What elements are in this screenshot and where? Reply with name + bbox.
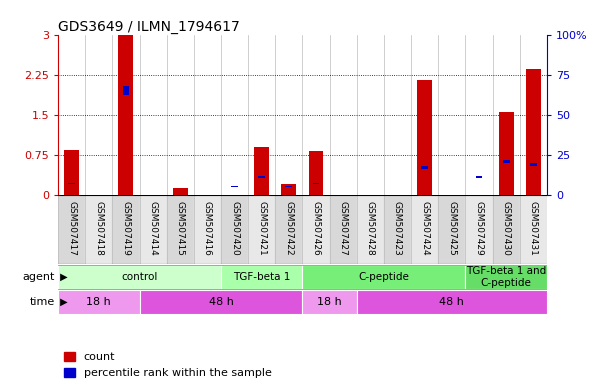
Bar: [357, 195, 384, 264]
Bar: [466, 265, 547, 289]
Bar: [526, 70, 541, 195]
Bar: [248, 195, 276, 264]
Bar: [276, 195, 302, 264]
Bar: [503, 160, 510, 163]
Bar: [64, 150, 79, 195]
Legend: count, percentile rank within the sample: count, percentile rank within the sample: [64, 352, 271, 379]
Text: TGF-beta 1: TGF-beta 1: [233, 272, 290, 282]
Text: GSM507418: GSM507418: [94, 201, 103, 256]
Text: GSM507426: GSM507426: [312, 201, 321, 256]
Bar: [329, 195, 357, 264]
Bar: [58, 195, 85, 264]
Bar: [139, 290, 302, 314]
Bar: [302, 265, 466, 289]
Text: GSM507428: GSM507428: [366, 201, 375, 256]
Bar: [139, 195, 167, 264]
Bar: [309, 151, 323, 195]
Text: GSM507424: GSM507424: [420, 201, 429, 255]
Text: GSM507415: GSM507415: [176, 201, 185, 256]
Text: GSM507420: GSM507420: [230, 201, 239, 256]
Bar: [221, 195, 248, 264]
Text: GSM507427: GSM507427: [338, 201, 348, 256]
Bar: [530, 163, 536, 166]
Bar: [254, 147, 269, 195]
Bar: [119, 35, 133, 195]
Text: 18 h: 18 h: [86, 297, 111, 307]
Bar: [112, 195, 139, 264]
Text: ▶: ▶: [57, 272, 68, 282]
Bar: [282, 184, 296, 195]
Bar: [85, 195, 112, 264]
Bar: [231, 186, 238, 187]
Bar: [492, 195, 520, 264]
Bar: [221, 265, 302, 289]
Text: 48 h: 48 h: [208, 297, 233, 307]
Text: GSM507431: GSM507431: [529, 201, 538, 256]
Text: GSM507425: GSM507425: [447, 201, 456, 256]
Bar: [357, 290, 547, 314]
Bar: [417, 80, 432, 195]
Text: 18 h: 18 h: [317, 297, 342, 307]
Bar: [302, 195, 329, 264]
Text: GSM507419: GSM507419: [122, 201, 130, 256]
Bar: [58, 265, 221, 289]
Bar: [411, 195, 438, 264]
Bar: [520, 195, 547, 264]
Text: GSM507430: GSM507430: [502, 201, 511, 256]
Text: GDS3649 / ILMN_1794617: GDS3649 / ILMN_1794617: [58, 20, 240, 33]
Bar: [466, 195, 492, 264]
Bar: [475, 176, 482, 178]
Bar: [285, 186, 292, 187]
Bar: [68, 182, 75, 184]
Bar: [384, 195, 411, 264]
Text: GSM507421: GSM507421: [257, 201, 266, 256]
Text: GSM507429: GSM507429: [475, 201, 483, 256]
Bar: [421, 166, 428, 169]
Text: C-peptide: C-peptide: [359, 272, 409, 282]
Text: GSM507414: GSM507414: [148, 201, 158, 256]
Text: control: control: [122, 272, 158, 282]
Text: GSM507417: GSM507417: [67, 201, 76, 256]
Bar: [302, 290, 357, 314]
Bar: [167, 195, 194, 264]
Bar: [313, 182, 320, 184]
Bar: [173, 189, 188, 195]
Text: GSM507416: GSM507416: [203, 201, 212, 256]
Text: agent: agent: [23, 272, 55, 282]
Bar: [123, 86, 130, 95]
Bar: [58, 290, 139, 314]
Text: TGF-beta 1 and
C-peptide: TGF-beta 1 and C-peptide: [466, 266, 546, 288]
Bar: [194, 195, 221, 264]
Bar: [499, 112, 514, 195]
Bar: [438, 195, 466, 264]
Text: 48 h: 48 h: [439, 297, 464, 307]
Text: GSM507423: GSM507423: [393, 201, 402, 256]
Bar: [258, 176, 265, 178]
Text: time: time: [30, 297, 55, 307]
Text: GSM507422: GSM507422: [284, 201, 293, 255]
Text: ▶: ▶: [57, 297, 68, 307]
